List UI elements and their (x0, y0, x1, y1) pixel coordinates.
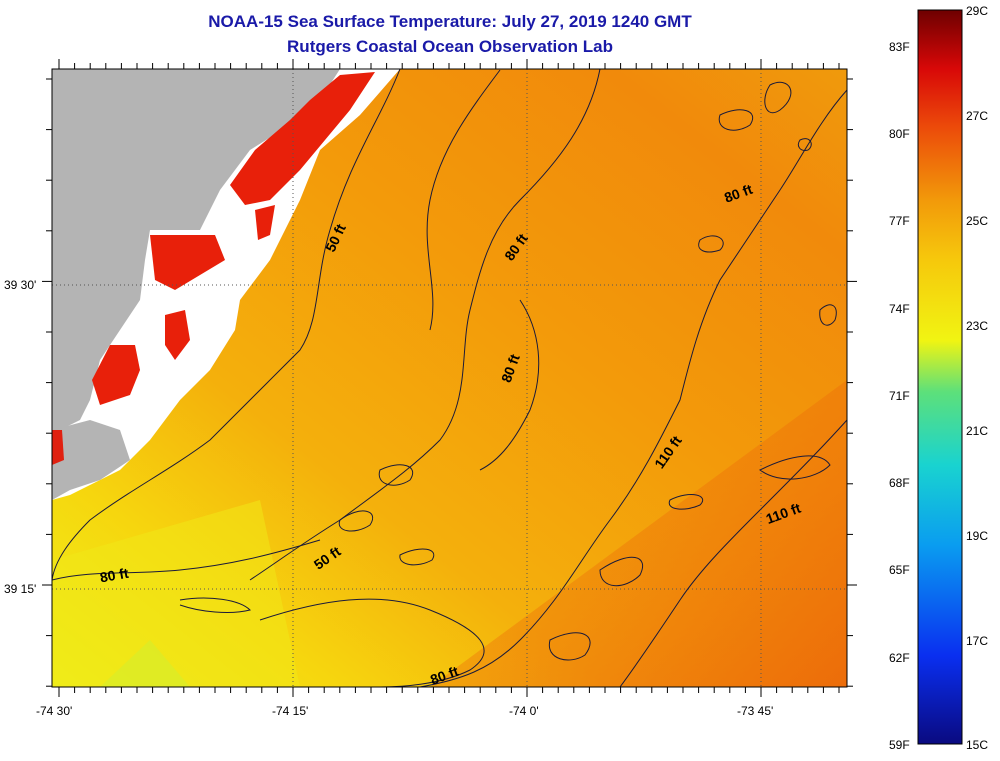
colorbar-f-label: 62F (889, 651, 910, 665)
colorbar-c-label: 19C (966, 529, 989, 543)
map-subtitle: Rutgers Coastal Ocean Observation Lab (287, 37, 613, 56)
colorbar-f-label: 71F (889, 389, 910, 403)
colorbar-f-label: 65F (889, 563, 910, 577)
colorbar-f-label: 83F (889, 40, 910, 54)
colorbar-f-label: 80F (889, 127, 910, 141)
colorbar-f-label: 59F (889, 738, 910, 752)
colorbar-f-label: 68F (889, 476, 910, 490)
depth-contours (51, 68, 848, 688)
colorbar-c-label: 25C (966, 214, 989, 228)
x-tick-label: -74 30' (36, 704, 73, 718)
sst-field (52, 69, 847, 687)
colorbar-f-label: 77F (889, 214, 910, 228)
colorbar-c-label: 15C (966, 738, 989, 752)
colorbar-c-label: 29C (966, 4, 989, 18)
x-tick-label: -74 15' (272, 704, 309, 718)
map-title: NOAA-15 Sea Surface Temperature: July 27… (208, 12, 692, 31)
y-tick-label: 39 30' (4, 278, 37, 292)
x-tick-label: -74 0' (509, 704, 539, 718)
colorbar-f-label: 74F (889, 302, 910, 316)
colorbar-c-label: 17C (966, 634, 989, 648)
colorbar-c-label: 23C (966, 319, 989, 333)
x-tick-label: -73 45' (737, 704, 774, 718)
colorbar-c-label: 27C (966, 109, 989, 123)
colorbar-c-label: 21C (966, 424, 989, 438)
land (52, 69, 340, 430)
warm-bay (230, 72, 375, 205)
y-tick-label: 39 15' (4, 582, 37, 596)
colorbar (917, 9, 963, 745)
contour-label: 80 ft (99, 565, 130, 586)
axis-ticks (42, 59, 857, 697)
grid (52, 69, 847, 687)
